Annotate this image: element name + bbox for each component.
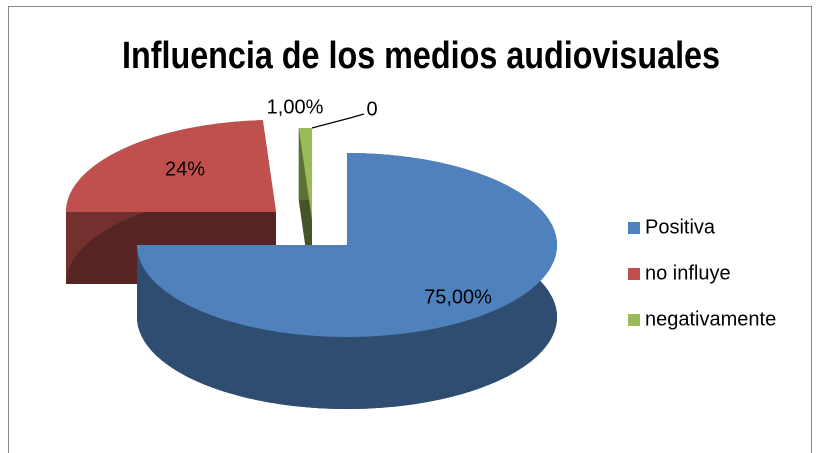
legend-label: negativamente bbox=[645, 308, 776, 330]
legend-label: no influye bbox=[645, 262, 731, 284]
legend-swatch bbox=[628, 314, 640, 326]
data-label: 75,00% bbox=[424, 286, 492, 308]
legend-label: Positiva bbox=[645, 216, 716, 238]
pie: 75,00% 24% 1,00% 0 bbox=[66, 96, 557, 409]
data-label: 24% bbox=[165, 158, 205, 180]
data-label: 1,00% bbox=[267, 96, 324, 118]
legend-swatch bbox=[628, 222, 640, 234]
leader-line bbox=[311, 113, 365, 129]
chart-title: Influencia de los medios audiovisuales bbox=[122, 35, 720, 77]
slice bbox=[298, 128, 312, 220]
slice bbox=[66, 120, 276, 212]
legend: Positiva no influye negativamente bbox=[628, 216, 776, 330]
slice bbox=[137, 153, 557, 337]
annotation: 0 bbox=[366, 98, 377, 120]
legend-swatch bbox=[628, 268, 640, 280]
